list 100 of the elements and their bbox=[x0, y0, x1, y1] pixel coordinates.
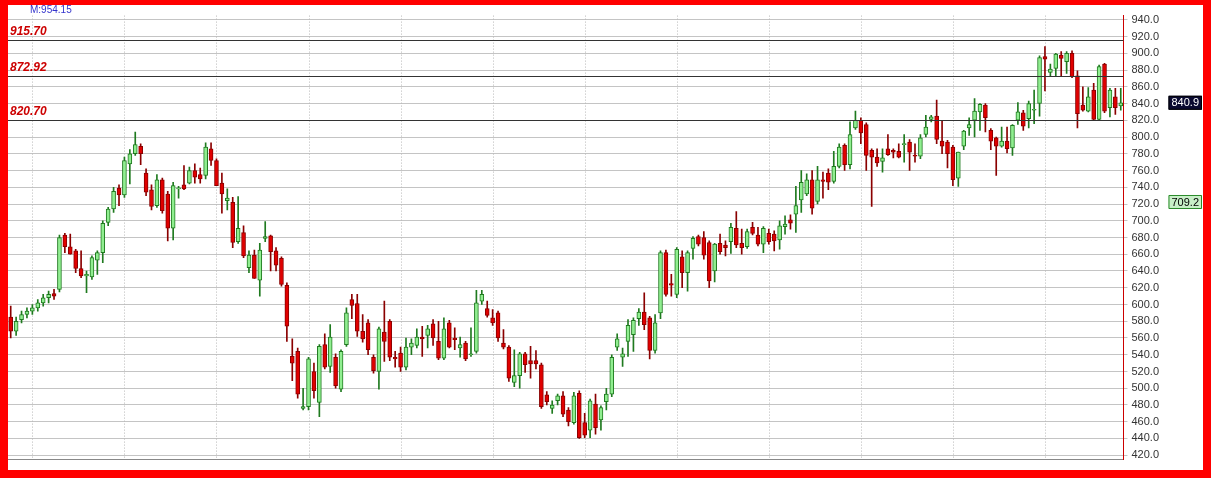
candlestick bbox=[918, 134, 923, 160]
y-tick-label: 520.0 bbox=[1131, 364, 1159, 377]
candlestick bbox=[972, 98, 977, 138]
y-tick-label: 780.0 bbox=[1131, 146, 1159, 159]
candlestick bbox=[826, 168, 831, 191]
candlestick bbox=[19, 310, 24, 324]
candlestick bbox=[344, 307, 349, 347]
candlestick bbox=[446, 320, 452, 349]
candlestick bbox=[528, 346, 533, 379]
candlestick bbox=[409, 338, 414, 356]
candlestick bbox=[934, 99, 939, 145]
candlestick bbox=[84, 270, 89, 294]
candlestick bbox=[241, 225, 246, 258]
y-tick-label: 740.0 bbox=[1131, 180, 1159, 193]
ref-line-label: 915.70 bbox=[10, 23, 48, 38]
candlestick bbox=[549, 400, 555, 414]
candlestick bbox=[398, 346, 403, 372]
y-tick-label: 940.0 bbox=[1131, 12, 1159, 25]
candlestick bbox=[907, 139, 912, 171]
ref-line-label: 872.92 bbox=[10, 59, 48, 74]
candlestick bbox=[1031, 89, 1037, 124]
candlestick bbox=[176, 186, 181, 199]
candlestick bbox=[111, 186, 116, 213]
candlestick bbox=[647, 315, 652, 360]
candlestick bbox=[1058, 51, 1064, 78]
candlestick bbox=[224, 188, 230, 211]
candlestick bbox=[501, 329, 506, 350]
candlestick bbox=[788, 214, 793, 230]
candlestick bbox=[912, 143, 918, 163]
candlestick bbox=[203, 142, 208, 180]
candlestick bbox=[214, 158, 219, 186]
candlestick bbox=[57, 234, 62, 293]
candlestick bbox=[669, 274, 674, 297]
candlestick bbox=[1010, 124, 1015, 156]
candlestick bbox=[474, 289, 479, 354]
candlestick bbox=[555, 393, 560, 406]
y-tick-label: 800.0 bbox=[1131, 130, 1159, 143]
y-tick-label: 620.0 bbox=[1131, 280, 1159, 293]
candlestick bbox=[566, 407, 571, 427]
candlestick bbox=[712, 243, 717, 283]
candlestick bbox=[993, 136, 999, 176]
candlestick bbox=[300, 387, 306, 411]
candlestick bbox=[1048, 63, 1053, 78]
candlestick bbox=[279, 256, 284, 287]
y-tick-label: 700.0 bbox=[1131, 213, 1159, 226]
y-tick-label: 540.0 bbox=[1131, 347, 1159, 360]
y-tick-label: 920.0 bbox=[1131, 29, 1159, 42]
text: M:954.15 bbox=[30, 3, 73, 15]
y-tick-label: 500.0 bbox=[1131, 381, 1159, 394]
text: 840.9 bbox=[1171, 96, 1199, 109]
candlestick bbox=[262, 221, 268, 243]
y-tick-label: 420.0 bbox=[1131, 448, 1159, 461]
y-tick-label: 760.0 bbox=[1131, 163, 1159, 176]
y-tick-label: 680.0 bbox=[1131, 230, 1159, 243]
candlestick bbox=[360, 314, 366, 343]
y-tick-label: 480.0 bbox=[1131, 398, 1159, 410]
y-tick-label: 600.0 bbox=[1131, 297, 1159, 310]
candlestick bbox=[582, 413, 588, 438]
candlestick bbox=[999, 126, 1004, 148]
candlestick bbox=[815, 166, 820, 205]
candlestick bbox=[371, 354, 376, 374]
candlestick bbox=[382, 300, 387, 362]
candlestick bbox=[880, 148, 885, 173]
y-tick-label: 660.0 bbox=[1131, 247, 1159, 260]
candlestick bbox=[425, 325, 430, 349]
candlestick bbox=[891, 148, 896, 159]
candlestick bbox=[1091, 83, 1097, 121]
candlestick bbox=[696, 234, 701, 247]
candlestick bbox=[739, 228, 745, 255]
candlestick bbox=[463, 341, 468, 361]
candlestick bbox=[289, 338, 295, 382]
ref-line-label: 820.70 bbox=[10, 103, 48, 118]
y-tick-label: 580.0 bbox=[1131, 314, 1159, 327]
candlestick bbox=[436, 320, 441, 361]
candlestick bbox=[777, 220, 782, 250]
candlestick bbox=[268, 234, 273, 272]
y-tick-label: 880.0 bbox=[1131, 63, 1159, 76]
candlestick bbox=[452, 327, 458, 351]
y-tick-label: 840.0 bbox=[1131, 96, 1159, 109]
candlestick bbox=[1075, 70, 1080, 129]
candlestick bbox=[604, 387, 609, 411]
candlestick bbox=[511, 349, 517, 387]
candlestick bbox=[1064, 51, 1069, 74]
y-tick-label: 640.0 bbox=[1131, 264, 1159, 277]
candlestick bbox=[468, 327, 474, 357]
candlestick bbox=[539, 362, 544, 409]
candlestick bbox=[733, 211, 739, 248]
y-tick-label: 720.0 bbox=[1131, 197, 1159, 210]
candlestick bbox=[490, 309, 495, 326]
text: 709.2 bbox=[1171, 195, 1199, 208]
candlestick bbox=[842, 143, 847, 171]
candlestick bbox=[955, 151, 961, 187]
candlestick bbox=[945, 140, 950, 169]
y-tick-label: 860.0 bbox=[1131, 79, 1159, 92]
candlestick bbox=[658, 250, 663, 320]
candlestick bbox=[820, 171, 826, 199]
candlestick bbox=[750, 222, 755, 236]
candlestick bbox=[853, 110, 858, 130]
y-tick-label: 560.0 bbox=[1131, 331, 1159, 344]
candlestick bbox=[1037, 55, 1042, 117]
